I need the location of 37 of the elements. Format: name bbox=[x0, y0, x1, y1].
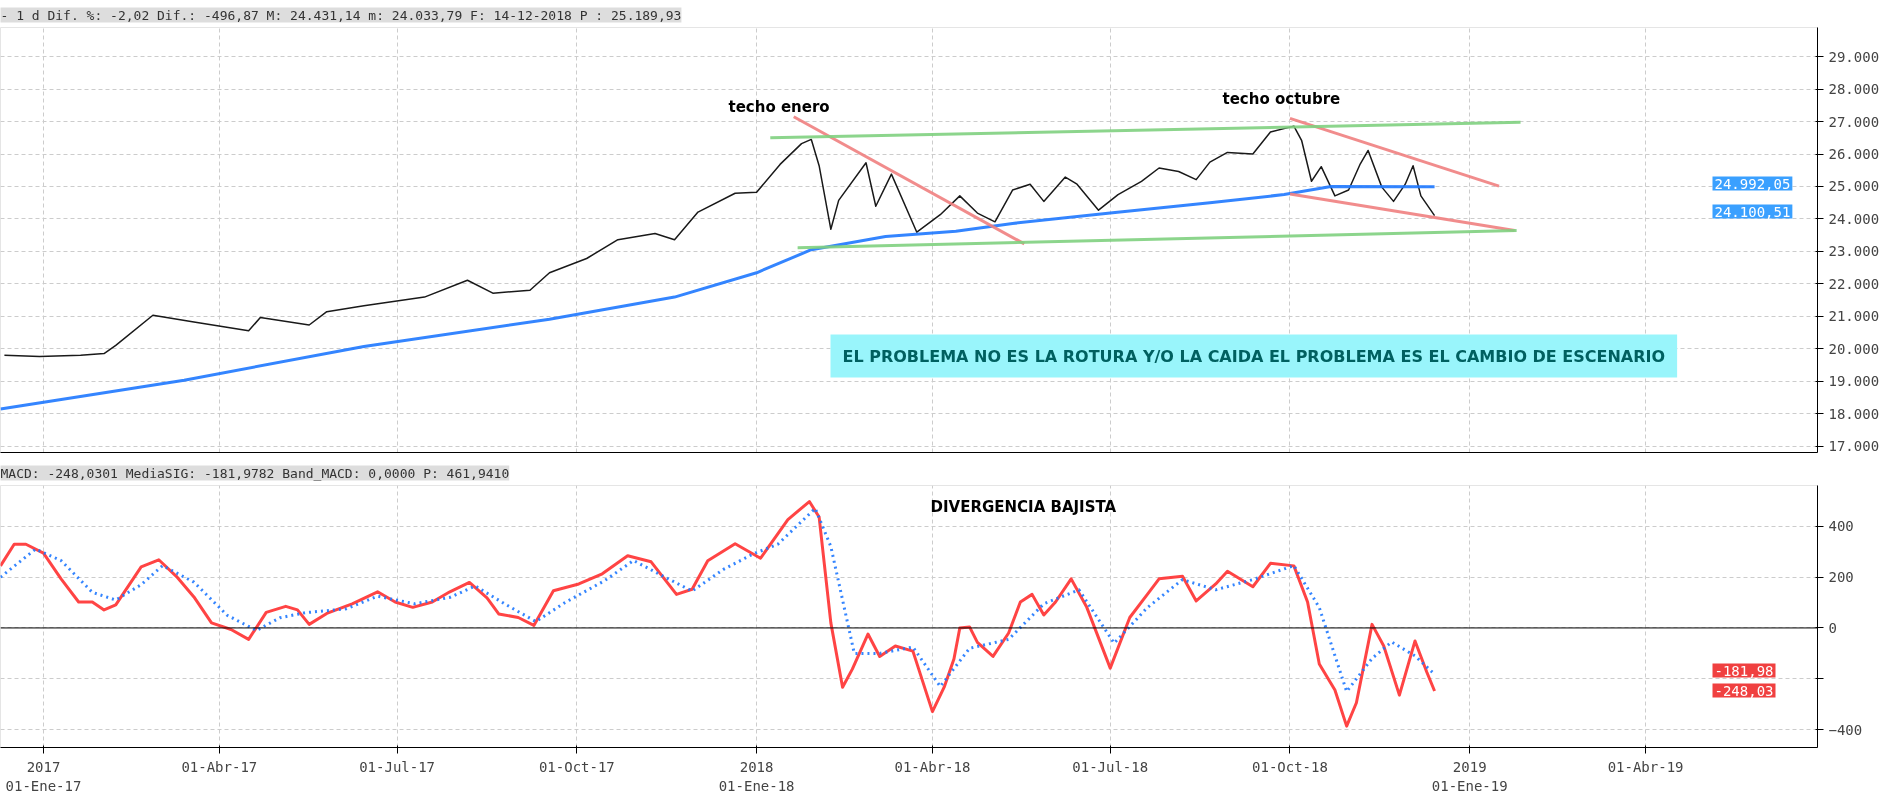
y-tick-label: −400 bbox=[1828, 721, 1863, 738]
annotation: EL PROBLEMA NO ES LA ROTURA Y/O LA CAIDA EL PROBLEMA ES EL CAMBIO DE ESCENARIO bbox=[842, 346, 1666, 366]
y-tick-label: 200 bbox=[1828, 569, 1854, 586]
annotation: 24.100,51 bbox=[1714, 203, 1791, 220]
y-tick-label: 23.000 bbox=[1828, 243, 1880, 260]
y-tick-label: 20.000 bbox=[1828, 340, 1880, 357]
y-tick-label: 22.000 bbox=[1828, 275, 1880, 292]
y-tick-label: 19.000 bbox=[1828, 373, 1880, 390]
x-tick-label: 01-Jul-17 bbox=[359, 758, 436, 775]
y-tick-label: 28.000 bbox=[1828, 81, 1880, 98]
annotation: techo octubre bbox=[1222, 89, 1341, 108]
y-tick-label: 24.000 bbox=[1828, 210, 1880, 227]
x-tick-label: 2018 01-Ene-18 bbox=[718, 758, 795, 794]
y-tick-label: 18.000 bbox=[1828, 405, 1880, 422]
annotation: techo enero bbox=[728, 97, 830, 116]
x-tick-label: 01-Abr-17 bbox=[181, 758, 258, 775]
y-tick-label: 26.000 bbox=[1828, 146, 1880, 163]
x-tick-label: 01-Jul-18 bbox=[1072, 758, 1149, 775]
x-tick-label: 01-Abr-18 bbox=[894, 758, 971, 775]
x-tick-label: 01-Oct-17 bbox=[538, 758, 615, 775]
y-tick-label: 21.000 bbox=[1828, 308, 1880, 325]
y-tick-label: 17.000 bbox=[1828, 438, 1880, 455]
annotation: 24.992,05 bbox=[1714, 175, 1791, 192]
chart-title: MACD: -248,0301 MediaSIG: -181,9782 Band_MACD: 0,0000 P: 461,9410 bbox=[0, 465, 510, 481]
annotation: -248,03 bbox=[1714, 682, 1774, 699]
y-tick-label: 29.000 bbox=[1828, 48, 1880, 65]
chart-title: - 1 d Dif. %: -2,02 Dif.: -496,87 M: 24.431,14 m: 24.033,79 F: 14-12-2018 P : 25.189,93 bbox=[0, 7, 682, 23]
y-tick-label: 0 bbox=[1828, 619, 1837, 636]
y-tick-label: 27.000 bbox=[1828, 113, 1880, 130]
x-tick-label: 2019 01-Ene-19 bbox=[1431, 758, 1508, 794]
y-tick-label: 400 bbox=[1828, 518, 1854, 535]
annotation: -181,98 bbox=[1714, 662, 1774, 679]
y-tick-label: 25.000 bbox=[1828, 178, 1880, 195]
annotation: DIVERGENCIA BAJISTA bbox=[930, 497, 1117, 516]
x-tick-label: 2017 01-Ene-17 bbox=[5, 758, 82, 794]
x-tick-label: 01-Oct-18 bbox=[1252, 758, 1328, 775]
x-tick-label: 01-Abr-19 bbox=[1607, 758, 1684, 775]
